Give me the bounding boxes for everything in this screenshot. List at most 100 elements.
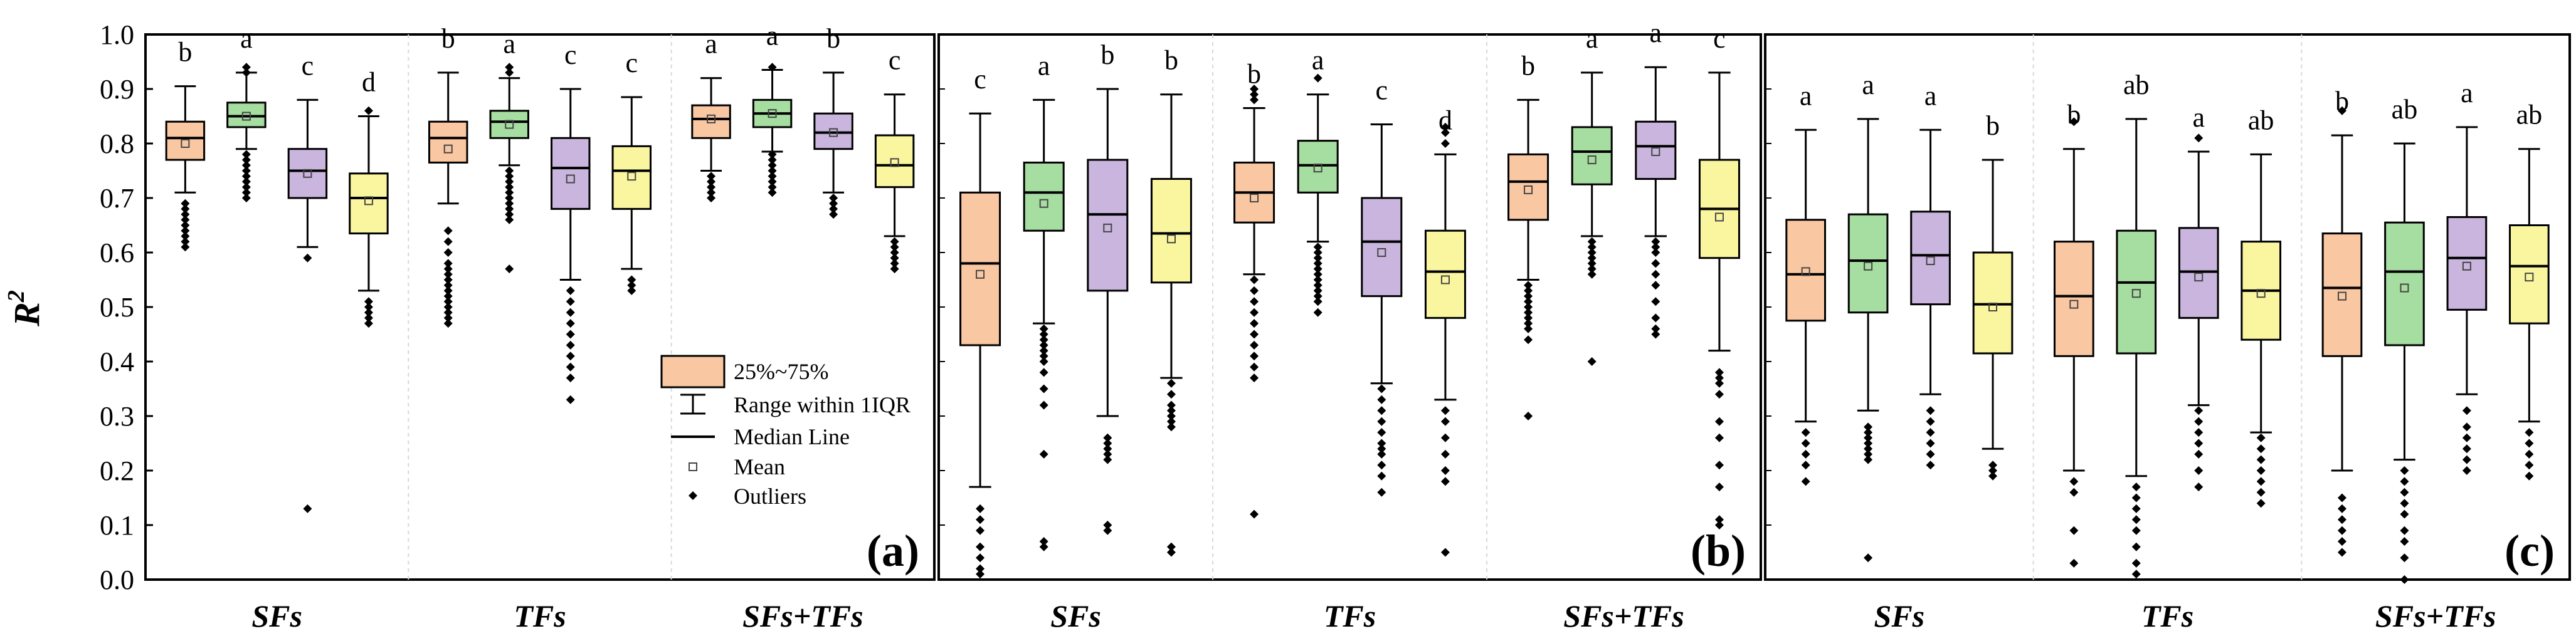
outlier-point	[1313, 269, 1322, 279]
outlier-point	[1313, 275, 1322, 284]
outlier-point	[2400, 575, 2409, 584]
mean-marker	[443, 144, 453, 154]
outlier-point	[505, 166, 514, 175]
y-tick-label: 0.5	[100, 292, 134, 323]
outlier-point	[241, 166, 251, 175]
outlier-point	[443, 275, 453, 284]
outlier-point	[1587, 264, 1597, 274]
iqr-box	[1635, 120, 1677, 180]
outlier-point	[443, 248, 453, 257]
outlier-point	[1524, 319, 1533, 328]
outlier-point	[829, 204, 838, 214]
outlier-point	[1651, 237, 1660, 246]
significance-letter: b	[826, 23, 840, 54]
outlier-point	[1524, 286, 1533, 295]
y-tick-label: 0.0	[100, 565, 134, 595]
outlier-point	[443, 303, 453, 311]
mean-marker	[364, 196, 373, 206]
outlier-point	[1524, 324, 1533, 333]
box-2: a	[226, 23, 267, 202]
outlier-point	[2525, 449, 2534, 459]
outlier-point	[1714, 417, 1724, 426]
outlier-point	[1166, 400, 1176, 410]
box-4: b	[1972, 110, 2014, 481]
outlier-point	[566, 297, 575, 306]
outlier-point	[1250, 330, 1259, 339]
outlier-point	[1651, 297, 1660, 306]
significance-letter: c	[1713, 23, 1726, 54]
significance-letter: b	[2067, 100, 2081, 130]
significance-letter: ab	[2516, 100, 2543, 130]
outlier-point	[2462, 455, 2471, 464]
outlier-point	[1801, 439, 1810, 448]
iqr-box	[959, 191, 1001, 347]
outlier-point	[2069, 117, 2079, 127]
legend-outlier-label: Outliers	[734, 484, 806, 509]
iqr-box	[287, 148, 328, 199]
panel-tag: (c)	[2505, 526, 2555, 576]
outlier-point	[1440, 139, 1450, 148]
mean-marker	[1651, 147, 1660, 157]
outlier-point	[1313, 253, 1322, 263]
outlier-point	[829, 210, 838, 219]
significance-letter: a	[2192, 102, 2205, 133]
outlier-point	[2400, 499, 2409, 508]
outlier-point	[505, 204, 514, 214]
group-label: SFs+TFs	[742, 598, 863, 633]
iqr-box	[2446, 216, 2488, 311]
outlier-point	[241, 68, 251, 77]
outlier-point	[1864, 455, 1873, 464]
outlier-point	[1524, 335, 1533, 345]
outlier-point	[1313, 242, 1322, 252]
outlier-point	[890, 253, 899, 263]
outlier-point	[1377, 461, 1386, 470]
outlier-point	[566, 373, 575, 383]
iqr-box	[813, 112, 853, 150]
outlier-point	[2525, 439, 2534, 448]
outlier-point	[443, 269, 453, 279]
outlier-point	[443, 264, 453, 274]
outlier-point	[1864, 439, 1873, 448]
mean-marker	[1714, 212, 1724, 222]
outlier-point	[1926, 417, 1935, 426]
mean-marker	[1801, 267, 1810, 276]
outlier-point	[1440, 433, 1450, 442]
significance-letter: c	[626, 48, 638, 78]
significance-letter: d	[362, 67, 376, 98]
outlier-point	[1926, 449, 1935, 459]
outlier-point	[1988, 461, 1998, 470]
outlier-point	[1651, 313, 1660, 323]
outlier-point	[829, 199, 838, 208]
outlier-point	[2131, 570, 2141, 579]
iqr-box	[226, 102, 267, 128]
outlier-point	[1651, 324, 1660, 333]
outlier-point	[1926, 406, 1935, 415]
outlier-point	[241, 63, 251, 72]
outlier-point	[768, 182, 777, 192]
outlier-point	[1250, 90, 1259, 99]
outlier-point	[1714, 433, 1724, 442]
mean-marker	[2069, 300, 2079, 309]
outlier-point	[1440, 449, 1450, 459]
outlier-point	[1250, 509, 1259, 519]
mean-marker	[768, 109, 777, 118]
outlier-point	[443, 237, 453, 246]
outlier-point	[364, 106, 373, 115]
outlier-point	[443, 313, 453, 323]
outlier-point	[2400, 477, 2409, 486]
y-axis-label-superscript: 2	[3, 290, 29, 303]
iqr-box	[1910, 211, 1951, 306]
mean-marker	[1166, 234, 1176, 244]
outlier-point	[1103, 433, 1112, 442]
iqr-box	[349, 172, 389, 235]
outlier-point	[364, 308, 373, 317]
outlier-point	[1801, 461, 1810, 470]
significance-letter: c	[974, 64, 986, 95]
mean-marker	[1524, 185, 1533, 194]
outlier-point	[181, 237, 190, 246]
mean-marker	[627, 172, 636, 181]
outlier-point	[1103, 455, 1112, 464]
outlier-point	[2131, 482, 2141, 492]
iqr-box	[1297, 140, 1339, 194]
mean-marker	[2462, 261, 2471, 271]
